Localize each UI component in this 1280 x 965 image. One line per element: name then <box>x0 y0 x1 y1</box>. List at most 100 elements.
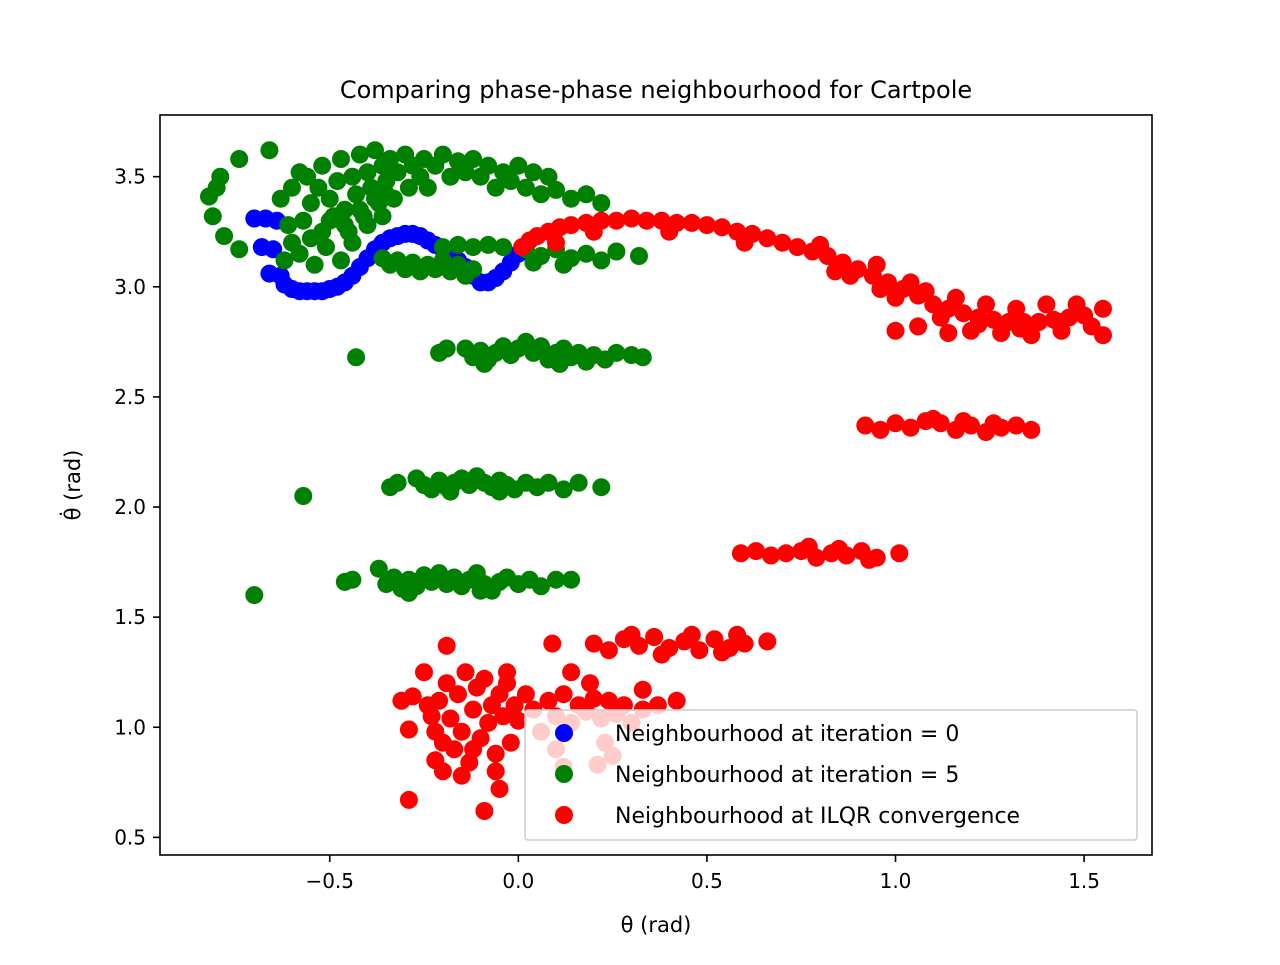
data-point <box>433 238 452 257</box>
data-point <box>539 691 558 710</box>
data-point <box>705 630 724 649</box>
data-point <box>358 216 377 235</box>
data-point <box>452 766 471 785</box>
data-point <box>490 482 509 501</box>
data-point <box>509 711 528 730</box>
data-point <box>200 187 218 206</box>
data-point <box>562 189 581 208</box>
data-point <box>690 641 709 660</box>
data-point <box>550 354 569 373</box>
data-point <box>230 150 249 168</box>
data-point <box>475 669 494 688</box>
data-point <box>577 185 596 204</box>
data-point <box>735 233 754 252</box>
data-point <box>373 207 392 226</box>
data-point <box>539 473 558 492</box>
data-point <box>1029 313 1048 331</box>
data-point <box>388 473 407 492</box>
data-point <box>886 414 905 433</box>
legend-label-ilqr-convergence: Neighbourhood at ILQR convergence <box>615 804 1020 829</box>
series-1-points <box>200 141 652 605</box>
data-point <box>969 315 988 334</box>
data-point <box>829 539 848 558</box>
data-point <box>547 570 565 589</box>
data-point <box>505 696 524 715</box>
legend-label-iteration-0: Neighbourhood at iteration = 0 <box>615 722 959 747</box>
x-tick-label: 0.5 <box>691 869 723 893</box>
data-point <box>479 156 498 175</box>
data-point <box>562 663 581 682</box>
data-point <box>271 189 290 208</box>
data-point <box>532 185 550 204</box>
data-point <box>777 544 796 563</box>
data-point <box>562 216 581 235</box>
data-point <box>449 685 467 704</box>
data-point <box>581 674 599 693</box>
data-point <box>901 418 920 437</box>
data-point <box>328 172 347 191</box>
data-point <box>799 537 818 556</box>
data-point <box>931 308 950 327</box>
data-point <box>607 211 626 230</box>
data-point <box>301 194 320 213</box>
data-point <box>728 625 747 644</box>
data-point <box>660 222 679 241</box>
data-point <box>622 209 641 228</box>
data-point <box>294 487 313 505</box>
data-point <box>1052 313 1071 331</box>
data-point <box>954 304 973 323</box>
data-point <box>547 233 565 252</box>
data-point <box>215 227 234 246</box>
data-point <box>856 416 875 435</box>
data-point <box>1007 416 1026 435</box>
data-point <box>501 733 520 752</box>
data-point <box>569 473 588 492</box>
data-point <box>667 691 686 710</box>
data-point <box>332 150 350 168</box>
data-point <box>524 163 543 182</box>
data-point <box>433 762 452 781</box>
x-axis: −0.5 0.0 0.5 1.0 1.5 <box>305 855 1100 893</box>
data-point <box>350 200 369 219</box>
data-point <box>464 150 483 168</box>
data-point <box>332 251 350 270</box>
data-point <box>599 691 618 710</box>
data-point <box>347 185 366 204</box>
data-point <box>886 321 905 340</box>
data-point <box>498 663 516 682</box>
data-point <box>599 641 618 660</box>
data-point <box>713 218 731 237</box>
data-point <box>577 244 596 263</box>
data-point <box>713 643 731 662</box>
data-point <box>890 544 909 563</box>
data-point <box>422 707 441 726</box>
data-point <box>309 178 328 197</box>
data-point <box>532 337 550 356</box>
data-point <box>554 685 573 704</box>
data-point <box>415 663 433 682</box>
data-point <box>479 235 498 254</box>
data-point <box>630 247 648 265</box>
points-layer <box>200 141 1112 820</box>
y-tick-label: 2.0 <box>114 495 146 519</box>
data-point <box>637 211 656 230</box>
data-point <box>516 685 535 704</box>
data-point <box>335 216 354 235</box>
y-tick-label: 1.0 <box>114 715 146 739</box>
data-point <box>607 242 626 261</box>
data-point <box>826 262 845 281</box>
legend-marker-ilqr-convergence <box>555 806 573 824</box>
data-point <box>758 229 777 248</box>
data-point <box>343 233 362 252</box>
data-point <box>486 744 505 763</box>
data-point <box>343 167 362 186</box>
data-point <box>350 145 369 164</box>
data-point <box>260 141 279 160</box>
legend-label-iteration-5: Neighbourhood at iteration = 5 <box>615 763 959 788</box>
data-point <box>347 348 366 367</box>
data-point <box>437 674 456 693</box>
data-point <box>475 354 494 373</box>
data-point <box>516 178 535 197</box>
data-point <box>464 260 483 279</box>
data-point <box>369 559 388 578</box>
